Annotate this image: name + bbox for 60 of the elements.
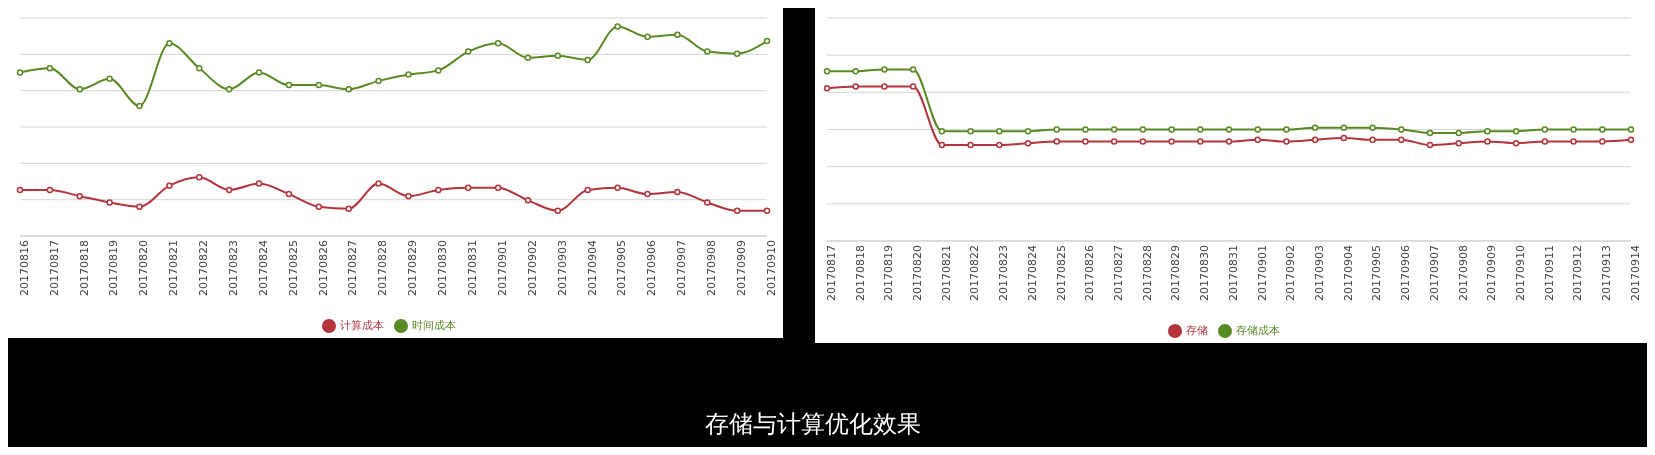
x-tick-label: 20170829 bbox=[406, 240, 420, 296]
x-tick-label: 20170903 bbox=[1312, 245, 1326, 301]
x-tick-label: 20170826 bbox=[1083, 245, 1097, 301]
x-tick-label: 20170822 bbox=[968, 245, 982, 301]
x-tick-label: 20170817 bbox=[47, 240, 61, 296]
x-tick-label: 20170826 bbox=[316, 240, 330, 296]
x-tick-label: 20170902 bbox=[525, 240, 539, 296]
x-tick-label: 20170823 bbox=[226, 240, 240, 296]
legend-label: 存储 bbox=[1186, 324, 1208, 337]
x-tick-label: 20170904 bbox=[585, 240, 599, 296]
legend-label: 存储成本 bbox=[1236, 324, 1280, 337]
x-tick-label: 20170901 bbox=[495, 240, 509, 296]
x-tick-label: 20170914 bbox=[1628, 245, 1642, 301]
x-tick-label: 20170910 bbox=[764, 240, 778, 296]
x-tick-label: 20170913 bbox=[1600, 245, 1614, 301]
x-tick-label: 20170830 bbox=[1198, 245, 1212, 301]
x-tick-label: 20170911 bbox=[1542, 245, 1556, 301]
x-tick-label: 20170828 bbox=[1140, 245, 1154, 301]
x-tick-label: 20170821 bbox=[167, 240, 181, 296]
x-tick-label: 20170912 bbox=[1571, 245, 1585, 301]
x-tick-label: 20170908 bbox=[1456, 245, 1470, 301]
x-tick-label: 20170904 bbox=[1341, 245, 1355, 301]
x-tick-label: 20170831 bbox=[466, 240, 480, 296]
x-tick-label: 20170830 bbox=[436, 240, 450, 296]
x-tick-label: 20170821 bbox=[939, 245, 953, 301]
x-tick-label: 20170820 bbox=[137, 240, 151, 296]
x-tick-label: 20170818 bbox=[77, 240, 91, 296]
x-tick-label: 20170907 bbox=[1427, 245, 1441, 301]
x-tick-label: 20170829 bbox=[1169, 245, 1183, 301]
legend-label: 计算成本 bbox=[339, 319, 384, 332]
x-tick-label: 20170828 bbox=[376, 240, 390, 296]
x-tick-label: 20170825 bbox=[286, 240, 300, 296]
x-tick-label: 20170831 bbox=[1226, 245, 1240, 301]
x-tick-label: 20170823 bbox=[997, 245, 1011, 301]
x-tick-label: 20170909 bbox=[734, 240, 748, 296]
x-tick-label: 20170819 bbox=[882, 245, 896, 301]
x-tick-label: 20170909 bbox=[1485, 245, 1499, 301]
x-tick-label: 20170905 bbox=[1370, 245, 1384, 301]
x-tick-label: 20170825 bbox=[1054, 245, 1068, 301]
x-tick-label: 20170903 bbox=[555, 240, 569, 296]
x-tick-label: 20170910 bbox=[1513, 245, 1527, 301]
x-tick-label: 20170824 bbox=[1025, 245, 1039, 301]
x-tick-label: 20170901 bbox=[1255, 245, 1269, 301]
x-tick-label: 20170905 bbox=[615, 240, 629, 296]
x-tick-label: 20170819 bbox=[107, 240, 121, 296]
x-tick-label: 20170908 bbox=[705, 240, 719, 296]
text: 存储与计算优化效果 bbox=[705, 410, 921, 438]
x-tick-label: 20170906 bbox=[645, 240, 659, 296]
x-tick-label: 20170817 bbox=[824, 245, 838, 301]
x-tick-label: 20170902 bbox=[1284, 245, 1298, 301]
x-tick-label: 20170822 bbox=[197, 240, 211, 296]
legend-label: 时间成本 bbox=[411, 319, 456, 332]
x-tick-label: 20170820 bbox=[910, 245, 924, 301]
x-tick-label: 20170818 bbox=[853, 245, 867, 301]
x-tick-label: 20170907 bbox=[675, 240, 689, 296]
x-tick-label: 20170816 bbox=[17, 240, 31, 296]
x-tick-label: 20170827 bbox=[1111, 245, 1125, 301]
x-tick-label: 20170906 bbox=[1399, 245, 1413, 301]
x-tick-label: 20170824 bbox=[256, 240, 270, 296]
x-tick-label: 20170827 bbox=[346, 240, 360, 296]
